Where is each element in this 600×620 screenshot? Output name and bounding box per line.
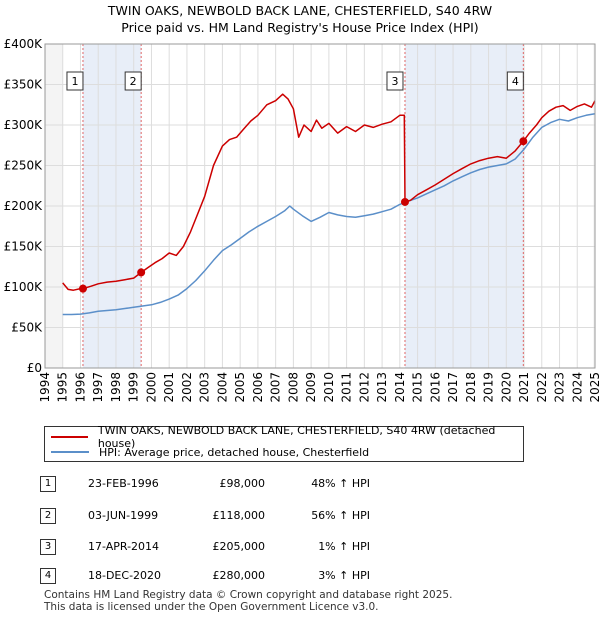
y-tick-label: £50K <box>11 321 43 335</box>
sale-label-number: 4 <box>512 75 519 88</box>
x-tick-label: 2015 <box>411 372 425 403</box>
x-tick-label: 2021 <box>517 372 531 403</box>
tx-price: £280,000 <box>212 569 266 582</box>
x-tick-label: 2002 <box>180 372 194 403</box>
x-tick-label: 2001 <box>162 372 176 403</box>
x-tick-label: 2018 <box>464 372 478 403</box>
x-tick-label: 2009 <box>304 372 318 403</box>
hpi-line <box>62 112 596 316</box>
sale-point <box>400 197 409 206</box>
tx-number-badge: 2 <box>40 508 56 524</box>
y-tick-label: £100K <box>4 280 44 294</box>
sale-label-box <box>66 71 84 91</box>
legend-label-property: TWIN OAKS, NEWBOLD BACK LANE, CHESTERFIE… <box>97 424 496 450</box>
plot-frame <box>44 43 596 369</box>
chart-title-line2: Price paid vs. HM Land Registry's House … <box>121 20 478 35</box>
y-tick-label: £300K <box>4 118 44 132</box>
y-tick-label: £200K <box>4 199 44 213</box>
table-row: 3 17-APR-2014 £205,000 1% ↑ HPI <box>40 537 600 557</box>
x-tick-label: 2014 <box>393 372 407 403</box>
legend-swatch-property <box>51 436 88 438</box>
sale-label-number: 2 <box>130 75 137 88</box>
table-row: 1 23-FEB-1996 £98,000 48% ↑ HPI <box>40 474 600 494</box>
tx-number-badge: 3 <box>40 539 56 555</box>
price-chart: TWIN OAKS, NEWBOLD BACK LANE, CHESTERFIE… <box>4 3 600 403</box>
y-tick-label: £0 <box>27 361 42 375</box>
tx-number-badge: 1 <box>40 476 56 492</box>
tx-date: 17-APR-2014 <box>88 540 160 553</box>
x-tick-label: 1998 <box>109 372 123 403</box>
tx-price: £118,000 <box>212 509 266 522</box>
x-tick-label: 1997 <box>91 372 105 403</box>
x-tick-label: 2008 <box>286 372 300 403</box>
tx-date: 18-DEC-2020 <box>88 569 162 582</box>
x-tick-label: 2006 <box>251 372 265 403</box>
x-tick-label: 2003 <box>198 372 212 403</box>
y-tick-label: £400K <box>4 37 44 51</box>
chart-title-line1: TWIN OAKS, NEWBOLD BACK LANE, CHESTERFIE… <box>107 3 492 18</box>
x-tick-label: 2020 <box>499 372 513 403</box>
sale-label-box <box>386 71 404 91</box>
tx-hpi-change: 3% ↑ HPI <box>318 569 370 582</box>
x-tick-label: 2011 <box>340 372 354 403</box>
legend-item-hpi: HPI: Average price, detached house, Ches… <box>51 445 369 459</box>
tx-hpi-change: 48% ↑ HPI <box>311 477 370 490</box>
x-tick-label: 1995 <box>56 372 70 403</box>
tx-date: 23-FEB-1996 <box>88 477 159 490</box>
tx-number-badge: 4 <box>40 568 56 584</box>
x-tick-label: 2000 <box>144 372 158 403</box>
property-price-line <box>62 93 596 291</box>
tx-date: 03-JUN-1999 <box>88 509 159 522</box>
x-tick-label: 2025 <box>588 372 600 403</box>
sale-point <box>519 137 528 146</box>
x-tick-label: 2012 <box>357 372 371 403</box>
x-tick-label: 2013 <box>375 372 389 403</box>
x-tick-label: 2023 <box>553 372 567 403</box>
sale-label-box <box>506 71 524 91</box>
legend-label-hpi: HPI: Average price, detached house, Ches… <box>99 445 370 459</box>
sale-label-box <box>124 71 142 91</box>
sale-point <box>78 284 87 293</box>
tx-hpi-change: 56% ↑ HPI <box>311 509 370 522</box>
table-row: 2 03-JUN-1999 £118,000 56% ↑ HPI <box>40 506 600 526</box>
sale-label-number: 3 <box>391 75 398 88</box>
footer-line-licence: This data is licensed under the Open Gov… <box>44 601 379 613</box>
y-tick-label: £250K <box>4 159 44 173</box>
x-tick-label: 2004 <box>215 372 229 403</box>
table-row: 4 18-DEC-2020 £280,000 3% ↑ HPI <box>40 566 600 586</box>
legend-swatch-hpi <box>51 451 89 453</box>
tx-price: £205,000 <box>212 540 266 553</box>
footer-line-copyright: Contains HM Land Registry data © Crown c… <box>44 589 453 601</box>
x-tick-label: 1999 <box>127 372 141 403</box>
x-tick-label: 2016 <box>428 372 442 403</box>
x-tick-label: 2005 <box>233 372 247 403</box>
x-tick-label: 2017 <box>446 372 460 403</box>
legend-item-property: TWIN OAKS, NEWBOLD BACK LANE, CHESTERFIE… <box>51 424 523 450</box>
chart-legend: TWIN OAKS, NEWBOLD BACK LANE, CHESTERFIE… <box>44 424 524 462</box>
x-tick-label: 2010 <box>322 372 336 403</box>
x-tick-label: 2007 <box>269 372 283 403</box>
x-tick-label: 1994 <box>38 372 52 403</box>
sale-label-number: 1 <box>71 75 78 88</box>
y-tick-label: £350K <box>4 78 44 92</box>
y-tick-label: £150K <box>4 240 44 254</box>
tx-price: £98,000 <box>219 477 266 490</box>
sale-point <box>137 268 146 277</box>
x-tick-label: 2019 <box>482 372 496 403</box>
footer-attribution: Contains HM Land Registry data © Crown c… <box>44 589 452 613</box>
x-tick-label: 2022 <box>535 372 549 403</box>
x-tick-label: 2024 <box>570 372 584 403</box>
x-tick-label: 1996 <box>73 372 87 403</box>
tx-hpi-change: 1% ↑ HPI <box>318 540 370 553</box>
